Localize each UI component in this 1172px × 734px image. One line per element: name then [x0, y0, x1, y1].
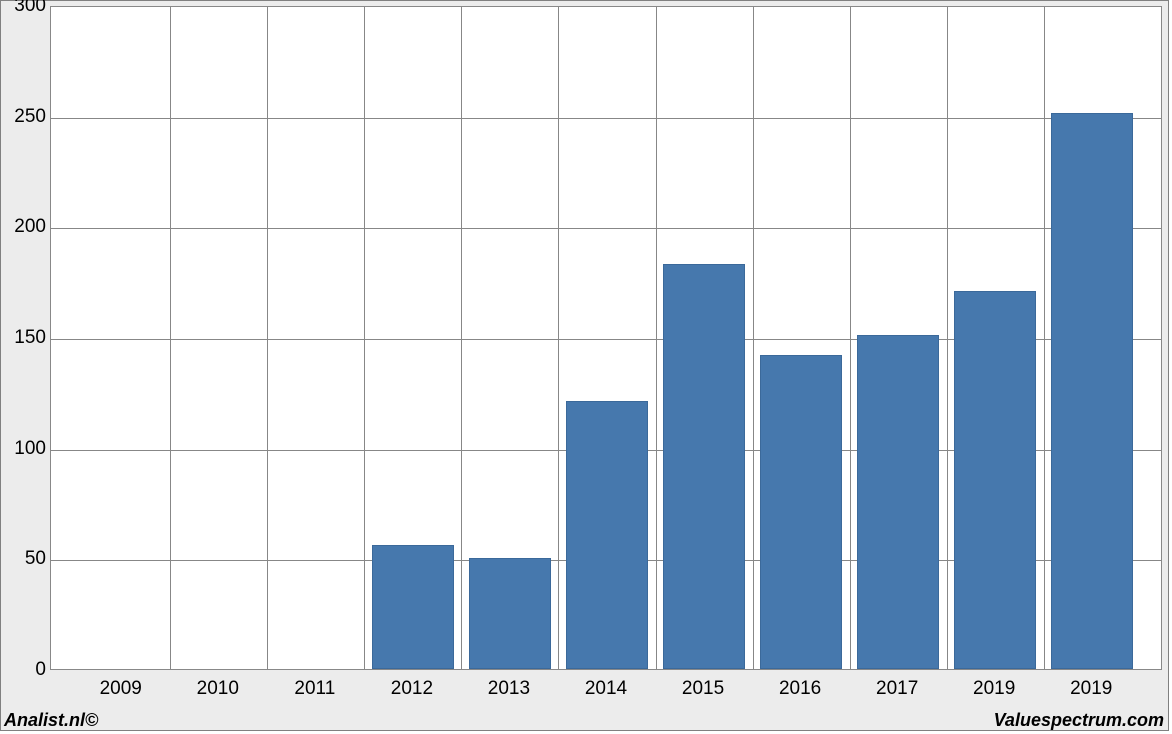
gridline-v: [558, 7, 559, 669]
x-tick-label: 2011: [275, 678, 355, 700]
y-tick-label: 250: [6, 106, 46, 128]
x-tick-label: 2015: [663, 678, 743, 700]
x-tick-label: 2019: [1051, 678, 1131, 700]
x-tick-label: 2014: [566, 678, 646, 700]
bar: [469, 558, 551, 669]
x-tick-label: 2009: [81, 678, 161, 700]
bar: [857, 335, 939, 669]
bar: [1051, 113, 1133, 669]
gridline-v: [364, 7, 365, 669]
y-tick-label: 100: [6, 438, 46, 460]
x-tick-label: 2016: [760, 678, 840, 700]
y-tick-label: 50: [6, 548, 46, 570]
x-tick-label: 2017: [857, 678, 937, 700]
bar: [663, 264, 745, 669]
gridline-v: [1044, 7, 1045, 669]
bar: [566, 401, 648, 669]
bar: [760, 355, 842, 669]
y-tick-label: 0: [6, 659, 46, 681]
gridline-v: [170, 7, 171, 669]
y-tick-label: 300: [6, 0, 46, 17]
y-tick-label: 200: [6, 216, 46, 238]
bar: [372, 545, 454, 669]
x-tick-label: 2013: [469, 678, 549, 700]
bar: [954, 291, 1036, 669]
plot-area: [50, 6, 1162, 670]
gridline-v: [947, 7, 948, 669]
gridline-v: [267, 7, 268, 669]
footer-left: Analist.nl©: [4, 710, 98, 731]
y-tick-label: 150: [6, 327, 46, 349]
x-tick-label: 2010: [178, 678, 258, 700]
gridline-h: [51, 118, 1161, 119]
chart-frame: 0 50 100 150 200 250 300 2009 2010 2011 2012 2013 2…: [0, 0, 1172, 734]
x-tick-label: 2012: [372, 678, 452, 700]
x-tick-label: 2019: [954, 678, 1034, 700]
gridline-h: [51, 228, 1161, 229]
gridline-v: [850, 7, 851, 669]
gridline-v: [461, 7, 462, 669]
gridline-v: [753, 7, 754, 669]
footer-right: Valuespectrum.com: [994, 710, 1164, 731]
gridline-v: [656, 7, 657, 669]
